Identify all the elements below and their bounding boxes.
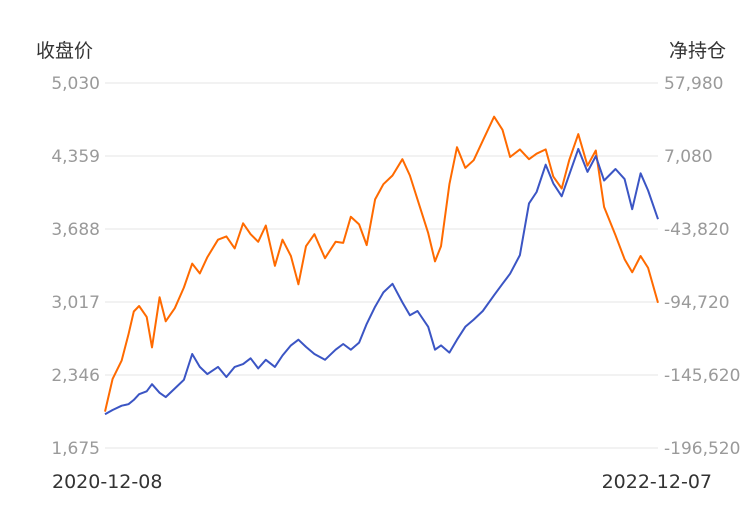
- x-axis-ticks: 2020-12-08 2022-12-07: [52, 471, 712, 493]
- close-price-line: [104, 115, 659, 412]
- left-tick-label: 4,359: [51, 147, 100, 167]
- right-tick-label: 57,980: [664, 74, 723, 94]
- x-tick-label: 2022-12-07: [602, 471, 712, 493]
- x-tick-label: 2020-12-08: [52, 471, 162, 493]
- left-tick-label: 3,017: [51, 293, 100, 313]
- gridlines: [105, 82, 658, 449]
- series-lines: [104, 115, 659, 416]
- left-tick-label: 3,688: [51, 220, 100, 240]
- right-tick-label: -94,720: [664, 293, 730, 313]
- right-tick-label: 7,080: [664, 147, 713, 167]
- left-tick-label: 5,030: [51, 74, 100, 94]
- right-tick-label: -145,620: [664, 366, 740, 386]
- right-axis-ticks: 57,980 7,080 -43,820 -94,720 -145,620 -196,52…: [664, 74, 740, 459]
- right-tick-label: -43,820: [664, 220, 730, 240]
- left-tick-label: 1,675: [51, 439, 100, 459]
- left-axis-ticks: 5,030 4,359 3,688 3,017 2,346 1,675: [51, 74, 100, 459]
- left-axis-title: 收盘价: [36, 40, 94, 62]
- net-position-line: [104, 147, 659, 416]
- right-tick-label: -196,520: [664, 439, 740, 459]
- right-axis-title: 净持仓: [668, 40, 726, 62]
- left-tick-label: 2,346: [51, 366, 100, 386]
